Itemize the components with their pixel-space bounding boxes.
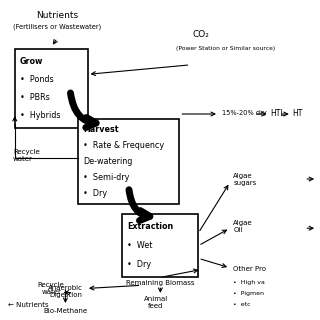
- Text: Grow: Grow: [20, 57, 43, 66]
- Text: (Fertilisers or Wastewater): (Fertilisers or Wastewater): [13, 24, 102, 30]
- Text: Recycle
water: Recycle water: [38, 282, 65, 295]
- FancyBboxPatch shape: [122, 214, 198, 277]
- Text: •  Dry: • Dry: [83, 189, 107, 198]
- Text: •  PBRs: • PBRs: [20, 93, 49, 102]
- FancyBboxPatch shape: [15, 49, 88, 128]
- Text: ← Nutrients: ← Nutrients: [8, 302, 49, 308]
- Text: Other Pro: Other Pro: [233, 267, 266, 272]
- Text: •  Semi-dry: • Semi-dry: [83, 173, 129, 182]
- Text: •  Rate & Frequency: • Rate & Frequency: [83, 141, 164, 150]
- Text: HT: HT: [293, 108, 303, 117]
- Text: Algae
sugars: Algae sugars: [233, 172, 256, 186]
- Text: •  etc: • etc: [233, 302, 251, 307]
- Text: Nutrients: Nutrients: [36, 11, 79, 20]
- Text: •  Dry: • Dry: [127, 260, 151, 269]
- Text: CO₂: CO₂: [192, 30, 209, 39]
- Text: Harvest: Harvest: [83, 125, 118, 134]
- Text: Anaerobic
Digestion: Anaerobic Digestion: [48, 285, 83, 298]
- FancyBboxPatch shape: [78, 119, 179, 204]
- Text: De-watering: De-watering: [83, 157, 132, 166]
- Text: •  Hybrids: • Hybrids: [20, 111, 60, 121]
- Text: Algae
Oil: Algae Oil: [233, 220, 253, 233]
- Text: •  Pigmen: • Pigmen: [233, 291, 264, 296]
- Text: •  High va: • High va: [233, 280, 265, 284]
- Text: •  Ponds: • Ponds: [20, 75, 53, 84]
- Text: •  Wet: • Wet: [127, 241, 153, 250]
- Text: Animal
feed: Animal feed: [143, 296, 168, 309]
- Text: Recycle
water: Recycle water: [13, 149, 40, 162]
- Text: Remaining Biomass: Remaining Biomass: [126, 280, 195, 286]
- Text: (Power Station or Similar source): (Power Station or Similar source): [176, 46, 276, 51]
- Text: HTL: HTL: [270, 108, 285, 117]
- Text: Bio-Methane: Bio-Methane: [43, 308, 87, 315]
- Text: Extraction: Extraction: [127, 222, 173, 231]
- Text: 15%-20% dry: 15%-20% dry: [222, 110, 267, 116]
